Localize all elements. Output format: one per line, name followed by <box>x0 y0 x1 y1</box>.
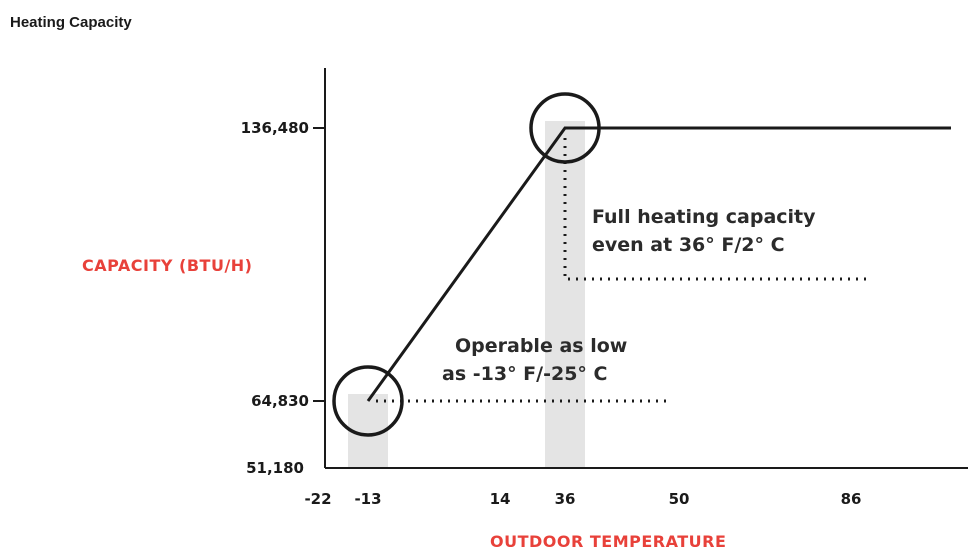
series-group <box>366 126 951 402</box>
annotation-line: even at 36° F/2° C <box>592 234 785 256</box>
page-title: Heating Capacity <box>10 14 132 31</box>
highlight-band <box>545 121 585 468</box>
temperature-bands <box>348 121 585 468</box>
y-tick-label: 136,480 <box>241 119 309 137</box>
highlight-markers <box>332 92 601 437</box>
highlight-circle <box>529 92 601 164</box>
annotation-line: Full heating capacity <box>592 206 816 228</box>
x-tick-label: -22 <box>304 490 331 508</box>
x-ticks: -22 -13 14 36 50 86 <box>304 490 861 508</box>
y-tick-label: 51,180 <box>246 459 304 477</box>
y-ticks: 51,180 64,830 136,480 <box>241 119 325 477</box>
annotation-line: Operable as low <box>455 335 627 357</box>
x-tick-label: 14 <box>490 490 511 508</box>
x-tick-label: 36 <box>555 490 576 508</box>
x-axis-title: OUTDOOR TEMPERATURE <box>490 532 726 551</box>
x-tick-label: 86 <box>841 490 862 508</box>
x-tick-label: -13 <box>354 490 381 508</box>
capacity-line <box>366 126 951 402</box>
x-tick-label: 50 <box>669 490 690 508</box>
guide-lines <box>376 138 866 403</box>
y-tick-label: 64,830 <box>251 392 309 410</box>
annotation-line: as -13° F/-25° C <box>442 363 608 385</box>
annotations: Operable as low as -13° F/-25° C Full heat… <box>442 206 816 385</box>
highlight-circle <box>332 365 404 437</box>
y-axis-title: CAPACITY (BTU/H) <box>82 256 253 275</box>
